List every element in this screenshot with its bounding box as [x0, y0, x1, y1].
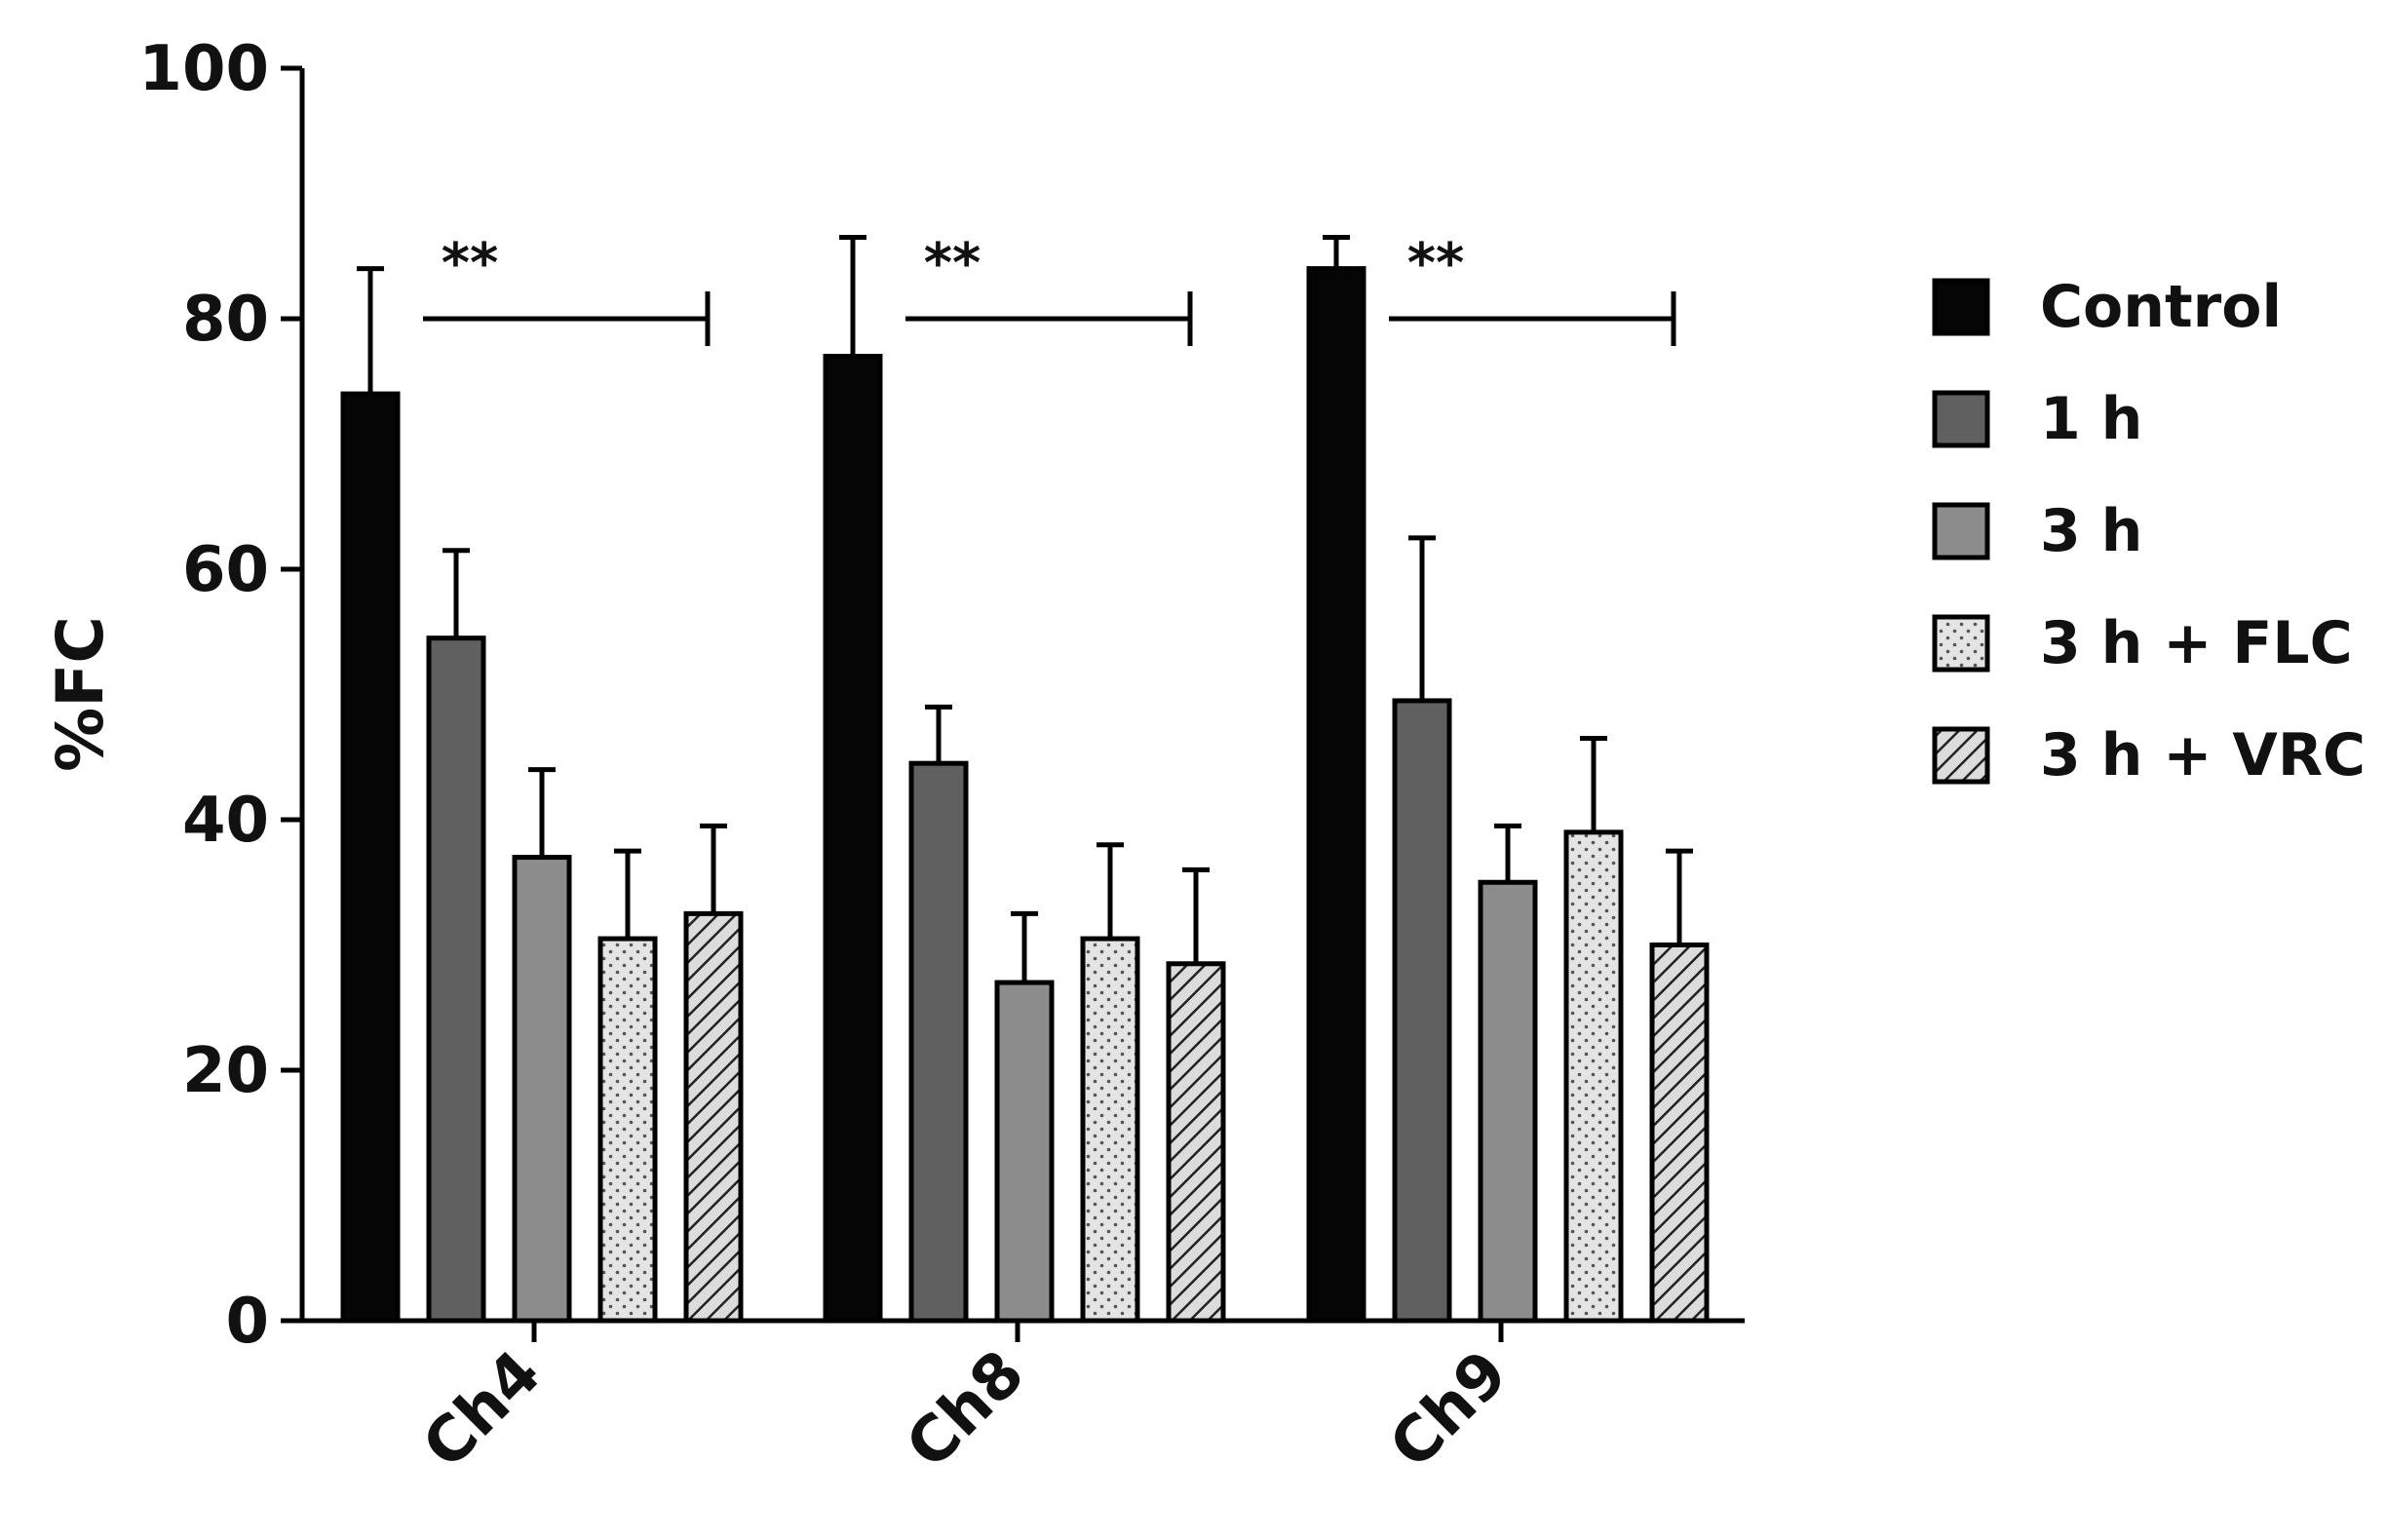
significance-group: ** ** **: [423, 232, 1676, 346]
y-tick-label: 20: [182, 1035, 269, 1107]
bar-ch8-3-h-flc: [1080, 936, 1140, 1324]
y-tick-label: 80: [182, 284, 269, 356]
error-bars-group: [357, 234, 1693, 983]
y-tick-label: 0: [225, 1286, 269, 1358]
legend-swatch: [1932, 278, 1990, 336]
bar-ch9-3-h: [1478, 879, 1538, 1324]
bars-group: [340, 266, 1710, 1324]
legend-label: 3 h + VRC: [2040, 721, 2366, 789]
bar-ch4-control: [340, 391, 401, 1324]
legend-swatch: [1932, 390, 1990, 448]
legend: Control 1 h 3 h 3 h + FLC 3 h + VRC: [1932, 273, 2366, 789]
bar-ch9-control: [1306, 266, 1366, 1324]
bar-ch8-control: [823, 354, 883, 1324]
bar-ch8-3-h: [994, 980, 1055, 1324]
bar-ch9-1-h: [1392, 698, 1452, 1324]
bar-ch8-3-h-vrc: [1166, 961, 1226, 1324]
legend-swatch: [1932, 502, 1990, 560]
y-tick-label: 60: [182, 534, 269, 606]
legend-swatch: [1932, 614, 1990, 673]
bar-ch4-3-h-vrc: [683, 910, 744, 1324]
bar-ch4-3-h-flc: [597, 936, 658, 1324]
y-tick-label: 100: [138, 33, 269, 105]
bar-ch8-1-h: [908, 760, 969, 1324]
legend-label: 3 h + FLC: [2040, 609, 2353, 677]
x-tick-label: Ch4: [409, 1337, 555, 1482]
y-axis-title-group: %FC: [43, 616, 118, 772]
bar-ch9-3-h-vrc: [1649, 943, 1710, 1324]
bar-ch9-3-h-flc: [1563, 829, 1624, 1324]
legend-label: 3 h: [2040, 497, 2142, 565]
bar-ch4-3-h: [512, 855, 572, 1324]
significance-label: **: [924, 232, 981, 295]
y-axis-title: %FC: [43, 616, 118, 772]
y-tick-label: 40: [182, 785, 269, 857]
legend-label: 1 h: [2040, 385, 2142, 453]
legend-label: Control: [2040, 273, 2282, 341]
x-tick-label: Ch8: [893, 1337, 1038, 1482]
x-tick-label: Ch9: [1376, 1337, 1521, 1482]
bar-ch4-1-h: [426, 635, 486, 1324]
significance-label: **: [1407, 232, 1465, 295]
plot-area: ** ** ** 0 20 40 60 80 100 Ch4 Ch8 Ch9: [138, 33, 1745, 1482]
legend-swatch: [1932, 726, 1990, 785]
significance-label: **: [442, 232, 499, 295]
